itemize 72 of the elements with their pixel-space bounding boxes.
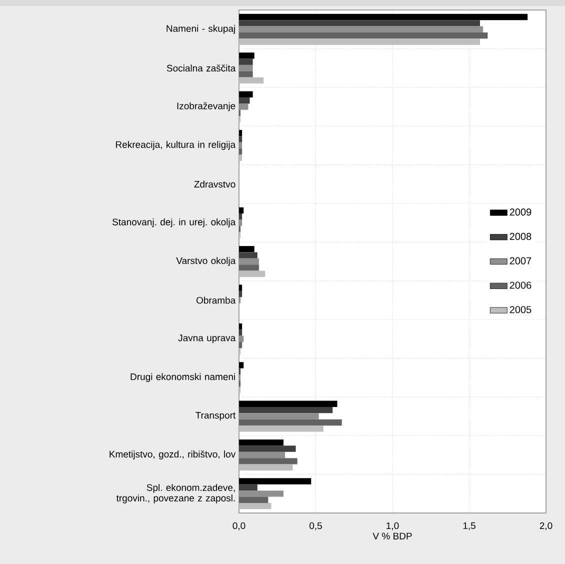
bar bbox=[238, 246, 254, 252]
bar bbox=[238, 502, 272, 510]
y-tick-label: Kmetijstvo, gozd., ribištvo, lov bbox=[110, 450, 236, 460]
bar bbox=[238, 484, 258, 491]
bar bbox=[238, 406, 333, 414]
bar bbox=[238, 91, 253, 98]
bar bbox=[238, 413, 319, 420]
bar bbox=[238, 270, 266, 277]
x-tick-label: 0,0 bbox=[232, 522, 246, 530]
x-axis-title: V % BDP bbox=[372, 532, 412, 540]
bar bbox=[238, 490, 284, 497]
y-tick-label: Drugi ekonomski nameni bbox=[130, 373, 235, 382]
y-tick-label: Nameni - skupaj bbox=[166, 24, 235, 34]
bar bbox=[238, 290, 242, 298]
bar bbox=[238, 426, 324, 432]
x-tick-label: 1,5 bbox=[463, 522, 476, 530]
y-tick-label: Izobraževanje bbox=[177, 102, 236, 112]
bar bbox=[238, 342, 242, 348]
bar bbox=[238, 142, 242, 149]
y-tick-label: Rekreacija, kultura in religija bbox=[116, 140, 236, 150]
bar bbox=[238, 458, 298, 464]
bar bbox=[238, 264, 259, 271]
bar bbox=[238, 496, 268, 503]
bar bbox=[238, 258, 259, 265]
bar bbox=[238, 400, 338, 407]
y-tick-label: Varstvo okolja bbox=[176, 257, 236, 266]
legend-label: 2008 bbox=[510, 232, 532, 240]
legend-label: 2006 bbox=[510, 282, 532, 289]
bar bbox=[238, 71, 253, 78]
y-tick-label: Spl. ekonom.zadeve, trgovin., povezane z zaposl. bbox=[116, 484, 235, 504]
bar bbox=[238, 26, 484, 32]
bar bbox=[238, 214, 242, 220]
bar bbox=[238, 104, 248, 110]
bar bbox=[238, 452, 286, 458]
bar bbox=[238, 362, 244, 368]
bar bbox=[238, 38, 480, 45]
y-tick-label: Transport bbox=[196, 412, 236, 421]
bar bbox=[238, 58, 253, 65]
bar bbox=[238, 97, 250, 104]
legend-label: 2007 bbox=[510, 257, 532, 264]
bar bbox=[238, 419, 342, 426]
bar bbox=[238, 136, 242, 142]
bar bbox=[238, 220, 242, 226]
bar bbox=[238, 154, 242, 161]
bar bbox=[238, 32, 488, 39]
bar bbox=[238, 336, 244, 342]
bar bbox=[238, 323, 242, 330]
bar bbox=[238, 439, 284, 446]
bar bbox=[238, 478, 312, 484]
bar bbox=[238, 464, 293, 470]
bar bbox=[238, 446, 296, 452]
bar bbox=[238, 77, 264, 84]
bar bbox=[238, 330, 242, 336]
bar bbox=[238, 20, 480, 26]
bar bbox=[238, 52, 254, 59]
y-tick-label: Socialna zaščita bbox=[166, 64, 236, 72]
y-tick-label: Stanovanj. dej. in urej. okolja bbox=[112, 218, 236, 228]
bar bbox=[238, 284, 242, 291]
y-tick-label: Javna uprava bbox=[178, 334, 236, 344]
bar bbox=[238, 64, 253, 72]
legend-label: 2005 bbox=[510, 306, 532, 314]
x-tick-label: 2,0 bbox=[540, 522, 552, 530]
bar bbox=[238, 252, 258, 258]
bar bbox=[238, 207, 244, 214]
bar bbox=[238, 148, 242, 155]
y-tick-label: Obramba bbox=[196, 296, 236, 304]
bar bbox=[238, 14, 528, 20]
y-tick-label: Zdravstvo bbox=[194, 180, 236, 188]
x-tick-label: 1,0 bbox=[386, 522, 399, 530]
x-tick-label: 0,5 bbox=[310, 522, 322, 530]
legend-label: 2009 bbox=[510, 208, 532, 216]
bar bbox=[238, 130, 242, 136]
